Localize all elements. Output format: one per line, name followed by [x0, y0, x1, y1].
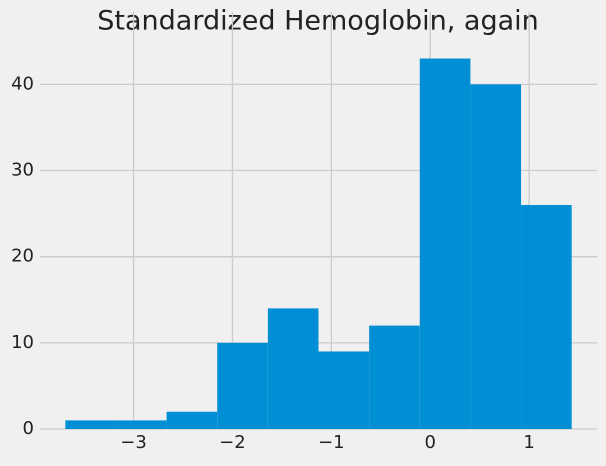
- y-tick-label: 0: [23, 418, 34, 439]
- bar: [470, 84, 522, 430]
- chart-title: Standardized Hemoglobin, again: [97, 6, 539, 37]
- x-tick-label: 0: [425, 432, 436, 453]
- y-tick-label: 30: [11, 160, 34, 181]
- y-tick-label: 20: [11, 246, 34, 267]
- y-tick-label: 10: [11, 332, 34, 353]
- bar: [318, 351, 370, 429]
- x-tick-label: −1: [318, 432, 345, 453]
- bar: [419, 58, 471, 430]
- x-tick-label: −3: [120, 432, 147, 453]
- bar: [521, 204, 572, 429]
- bar: [166, 411, 218, 429]
- bar: [217, 342, 268, 429]
- bar: [369, 325, 420, 429]
- bar: [267, 308, 319, 429]
- bar: [115, 420, 167, 429]
- y-tick-label: 40: [11, 73, 34, 94]
- bar: [65, 420, 116, 429]
- x-tick-label: −2: [219, 432, 246, 453]
- x-tick-label: 1: [523, 432, 534, 453]
